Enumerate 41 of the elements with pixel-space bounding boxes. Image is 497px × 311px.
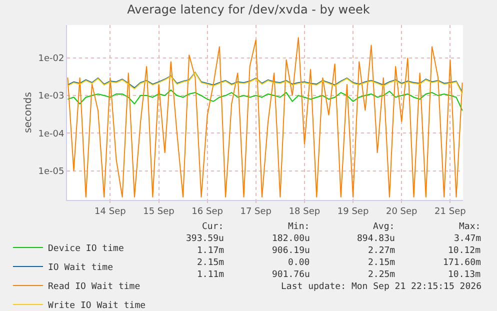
y-tick-label: 1e-03: [38, 92, 64, 102]
legend-label: Read IO Wait time: [48, 282, 140, 292]
legend-label: Write IO Wait time: [48, 301, 146, 311]
y-tick-label: 1e-02: [38, 54, 64, 64]
text: 393.59u: [186, 234, 224, 244]
y-tick-label: 1e-04: [38, 129, 64, 140]
chart-title: Average latency for /dev/xvda - by week: [127, 2, 370, 16]
text: 2.27m: [368, 246, 396, 256]
y-tick-label: 1e-05: [38, 167, 64, 178]
legend-label: Device IO time: [48, 244, 124, 254]
x-tick-label: 19 Sep: [337, 206, 369, 217]
x-tick-label: 18 Sep: [288, 206, 320, 217]
text: 2.15m: [368, 258, 396, 268]
x-tick-label: 15 Sep: [143, 206, 175, 217]
x-tick-label: 16 Sep: [192, 206, 224, 217]
y-axis-title: seconds: [23, 92, 34, 133]
text: 0.00: [288, 258, 310, 268]
text: 10.12m: [448, 246, 481, 256]
x-tick-label: 20 Sep: [386, 206, 418, 217]
text: 2.25m: [368, 270, 396, 280]
text: Max:: [459, 222, 481, 232]
text: Last update: Mon Sep 21 22:15:15 2026: [281, 282, 482, 292]
legend-label: IO Wait time: [48, 263, 114, 274]
text: 901.76u: [272, 270, 310, 280]
text: 10.13m: [448, 270, 481, 280]
text: 1.17m: [197, 246, 224, 256]
text: 182.00u: [272, 234, 310, 244]
text: 906.19u: [272, 246, 310, 256]
text: 3.47m: [454, 234, 482, 244]
x-tick-label: 17 Sep: [240, 206, 272, 217]
text: 2.15m: [197, 258, 224, 268]
text: Avg:: [373, 222, 395, 232]
line-series: [67, 36, 463, 198]
text: Cur:: [202, 222, 224, 232]
text: 1.11m: [197, 270, 224, 280]
text: 894.83u: [357, 234, 395, 244]
text: Min:: [288, 222, 310, 232]
x-tick-label: 14 Sep: [94, 206, 126, 217]
text: 171.60m: [443, 258, 481, 268]
x-tick-label: 21 Sep: [434, 206, 466, 217]
line-series: [67, 90, 463, 112]
